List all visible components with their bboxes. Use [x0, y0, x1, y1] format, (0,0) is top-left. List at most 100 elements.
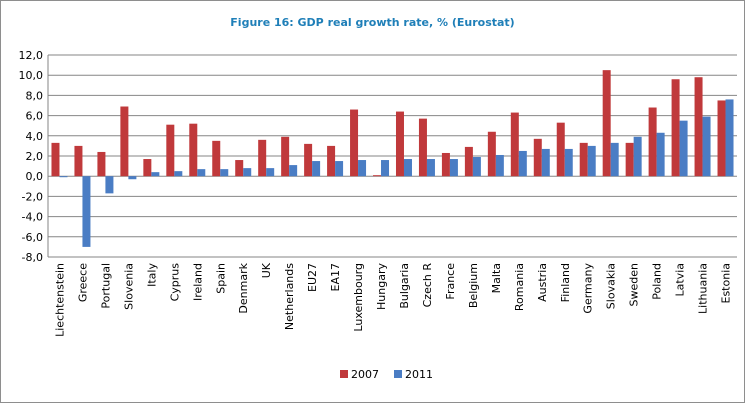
x-category-label: Cyprus	[168, 263, 181, 302]
bar-2011-cyprus	[174, 171, 183, 177]
x-category-label: EA17	[329, 263, 342, 291]
bar-2007-spain	[212, 140, 221, 177]
y-tick-label: 12,0	[19, 49, 44, 62]
y-tick-label: -2,0	[22, 190, 43, 203]
x-category-label: Ireland	[191, 263, 204, 301]
bar-2007-denmark	[235, 160, 244, 177]
bar-2007-netherlands	[281, 136, 290, 177]
chart-title: Figure 16: GDP real growth rate, % (Euro…	[230, 16, 515, 29]
bar-2011-estonia	[725, 99, 734, 177]
x-category-label: Bulgaria	[398, 263, 411, 309]
bar-2007-czech-r	[418, 118, 427, 177]
x-category-label: Poland	[651, 263, 664, 300]
bar-2011-greece	[82, 176, 91, 247]
legend-label-2011: 2011	[405, 368, 433, 381]
bar-2011-italy	[151, 172, 160, 177]
y-tick-label: 10,0	[19, 69, 44, 82]
x-category-label: Liechtenstein	[53, 263, 66, 337]
bar-2007-italy	[143, 159, 152, 177]
bar-2011-germany	[587, 145, 596, 177]
x-category-label: Luxembourg	[352, 263, 365, 332]
bar-2011-slovakia	[610, 142, 619, 177]
x-category-label: France	[444, 263, 457, 300]
bar-2011-eu27	[312, 161, 321, 177]
x-category-label: Belgium	[467, 263, 480, 308]
bar-2011-belgium	[472, 157, 481, 177]
x-category-label: EU27	[306, 263, 319, 292]
bar-2007-eu27	[304, 143, 313, 177]
bar-2011-slovenia	[128, 176, 137, 180]
bar-2007-lithuania	[694, 77, 703, 177]
bar-2007-belgium	[464, 146, 473, 177]
bar-2007-hungary	[373, 175, 382, 177]
y-tick-label: -8,0	[22, 251, 43, 264]
bar-2007-estonia	[717, 100, 726, 177]
bar-2011-france	[449, 159, 458, 177]
bar-2011-uk	[266, 168, 275, 177]
x-category-label: Portugal	[99, 263, 112, 309]
bar-2007-cyprus	[166, 124, 175, 177]
x-category-label: Hungary	[375, 263, 388, 310]
x-category-label: Spain	[214, 263, 227, 294]
bar-2007-liechtenstein	[51, 142, 60, 177]
bar-2011-czech-r	[426, 159, 435, 177]
bar-2007-greece	[74, 145, 83, 177]
bar-2007-latvia	[671, 79, 680, 177]
x-category-label: Finland	[559, 263, 572, 302]
bar-2011-bulgaria	[403, 159, 412, 177]
bar-2011-austria	[541, 148, 550, 177]
bar-2011-hungary	[381, 160, 390, 177]
legend-label-2007: 2007	[351, 368, 379, 381]
bar-2007-uk	[258, 139, 267, 177]
x-axis-category-labels: Liechtenstein Greece Portugal Slovenia Italy…	[53, 262, 732, 337]
legend: 2007 2011	[340, 368, 433, 381]
bar-2011-lithuania	[702, 116, 711, 177]
bar-2007-slovenia	[120, 106, 129, 177]
legend-swatch-2007	[340, 370, 348, 378]
bar-2007-finland	[556, 122, 565, 177]
gridlines	[48, 54, 737, 258]
bar-2011-latvia	[679, 120, 688, 177]
x-category-label: Czech R	[421, 263, 434, 308]
bar-2007-malta	[487, 131, 496, 177]
y-axis-ticks: 12,0 10,0 8,0 6,0 4,0 2,0 0,0 -2,0 -4,0 -6,0 -8,0	[19, 49, 44, 264]
y-tick-label: -6,0	[22, 231, 43, 244]
x-category-label: Denmark	[237, 262, 250, 313]
x-category-label: Austria	[536, 263, 549, 302]
bar-2011-luxembourg	[358, 160, 367, 177]
bar-2007-slovakia	[602, 70, 611, 177]
bar-2011-portugal	[105, 176, 114, 194]
bar-2007-france	[441, 152, 450, 177]
x-category-label: Sweden	[628, 263, 641, 306]
bar-2007-portugal	[97, 151, 106, 177]
y-tick-label: 8,0	[26, 89, 44, 102]
bar-2011-romania	[518, 150, 527, 177]
x-category-label: Slovenia	[122, 263, 135, 310]
x-category-label: Lithuania	[697, 263, 710, 314]
y-tick-label: 0,0	[26, 170, 44, 183]
x-category-label: Italy	[145, 263, 158, 287]
bar-2011-poland	[656, 132, 665, 177]
bar-2011-finland	[564, 148, 573, 177]
bar-2007-austria	[533, 138, 542, 177]
bar-2007-romania	[510, 112, 519, 177]
bar-2011-netherlands	[289, 165, 298, 177]
x-category-label: Slovakia	[605, 263, 618, 309]
x-category-label: Greece	[76, 263, 89, 302]
y-tick-label: 2,0	[26, 150, 44, 163]
bar-2011-liechtenstein	[59, 176, 68, 178]
bar-2007-bulgaria	[395, 111, 404, 177]
legend-swatch-2011	[394, 370, 402, 378]
x-category-label: Latvia	[674, 263, 687, 297]
bar-2007-sweden	[625, 142, 634, 177]
x-category-label: UK	[260, 262, 273, 278]
x-category-label: Netherlands	[283, 263, 296, 330]
bar-2007-ireland	[189, 123, 198, 177]
y-tick-label: -4,0	[22, 211, 43, 224]
x-category-label: Malta	[490, 263, 503, 293]
bar-2011-malta	[495, 154, 504, 177]
bar-2011-sweden	[633, 136, 642, 177]
y-tick-label: 6,0	[26, 110, 44, 123]
